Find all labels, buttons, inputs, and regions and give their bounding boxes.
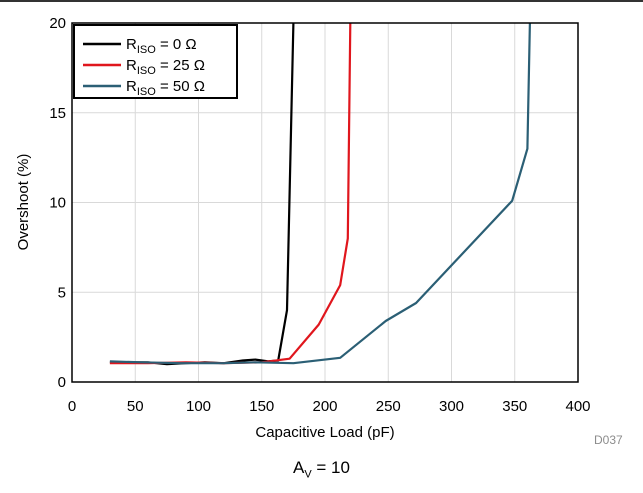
- series-line-3: [109, 22, 531, 365]
- x-axis-title: Capacitive Load (pF): [255, 424, 394, 441]
- chart-series: [109, 22, 531, 366]
- x-tick-label: 150: [249, 398, 274, 415]
- legend-label-rest: = 0 Ω: [156, 36, 197, 53]
- legend-label-sub: ISO: [137, 86, 156, 98]
- y-tick-label: 0: [58, 374, 66, 391]
- x-tick-label: 50: [127, 398, 144, 415]
- legend-label-sub: ISO: [137, 65, 156, 77]
- top-border-line: [0, 0, 643, 2]
- x-tick-label: 250: [376, 398, 401, 415]
- x-tick-label: 200: [312, 398, 337, 415]
- legend-label-2: RISO = 25 Ω: [126, 57, 205, 77]
- gain-label-main: A: [293, 458, 305, 477]
- legend-label-sub: ISO: [137, 44, 156, 56]
- x-tick-label: 0: [68, 398, 76, 415]
- y-axis-ticks: 0 5 10 15 20: [49, 15, 66, 391]
- legend-label-rest: = 50 Ω: [156, 78, 205, 95]
- chart-code-label: D037: [594, 433, 623, 447]
- x-tick-label: 100: [186, 398, 211, 415]
- x-tick-label: 350: [502, 398, 527, 415]
- legend-label-1: RISO = 0 Ω: [126, 36, 197, 56]
- x-tick-label: 400: [565, 398, 590, 415]
- y-axis-title: Overshoot (%): [15, 154, 32, 251]
- plot-frame: [71, 22, 579, 383]
- gain-label-rest: = 10: [311, 458, 350, 477]
- gain-label-sub: V: [304, 468, 312, 481]
- legend-label-rest: = 25 Ω: [156, 57, 205, 74]
- gain-condition-label: AV = 10: [0, 458, 643, 480]
- y-tick-label: 15: [49, 105, 66, 122]
- y-tick-label: 5: [58, 284, 66, 301]
- legend-label-main: R: [126, 36, 137, 53]
- legend-label-main: R: [126, 57, 137, 74]
- x-axis-ticks: 0 50 100 150 200 250 300 350 400: [68, 398, 591, 415]
- legend-label-main: R: [126, 78, 137, 95]
- legend-label-3: RISO = 50 Ω: [126, 78, 205, 98]
- y-tick-label: 20: [49, 15, 66, 32]
- x-tick-label: 300: [439, 398, 464, 415]
- y-tick-label: 10: [49, 195, 66, 212]
